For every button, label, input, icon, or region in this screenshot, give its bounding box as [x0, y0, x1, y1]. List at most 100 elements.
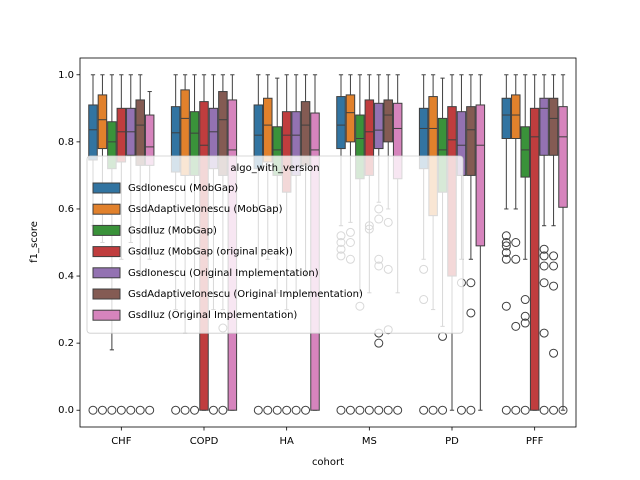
legend-label: GsdIluz (Original Implementation) — [128, 310, 297, 321]
outlier — [282, 405, 292, 415]
box — [475, 104, 486, 247]
outlier — [539, 328, 549, 338]
outlier — [253, 405, 263, 415]
outlier — [501, 254, 511, 264]
y-tick-label: 0.6 — [58, 204, 74, 215]
outlier — [345, 405, 355, 415]
outlier — [549, 251, 559, 261]
outlier — [501, 248, 511, 258]
x-tick-label: PFF — [526, 436, 544, 447]
outlier — [501, 238, 511, 247]
box — [97, 94, 108, 150]
box — [558, 106, 568, 208]
outlier — [97, 405, 107, 415]
outlier — [393, 405, 403, 415]
outlier — [520, 311, 530, 321]
outlier — [520, 318, 530, 328]
box — [548, 97, 559, 156]
legend-swatch — [92, 288, 121, 300]
plot-frame — [79, 57, 577, 428]
legend-box — [86, 155, 464, 334]
box — [539, 97, 549, 156]
outlier — [511, 254, 521, 264]
outlier — [501, 231, 511, 241]
y-axis-label: f1_score — [29, 221, 40, 263]
legend-swatch — [92, 224, 121, 236]
outlier — [520, 405, 530, 415]
outlier — [428, 405, 438, 415]
box — [135, 99, 145, 166]
legend-swatch — [92, 309, 121, 321]
outlier — [520, 295, 530, 305]
outlier — [190, 405, 200, 415]
outlier — [539, 278, 549, 288]
outlier — [539, 244, 549, 254]
y-tick-label: 0.4 — [58, 271, 74, 282]
outlier — [116, 405, 126, 415]
box — [263, 97, 273, 163]
legend-swatch — [92, 267, 121, 279]
outlier — [291, 405, 301, 415]
legend-label: GsdIluz (MobGap (original peak)) — [128, 247, 293, 258]
legend-swatch — [92, 203, 121, 215]
outlier — [539, 405, 549, 415]
box — [511, 94, 521, 140]
x-tick-label: PD — [445, 436, 459, 447]
outlier — [558, 405, 568, 415]
outlier — [107, 405, 117, 415]
outlier — [511, 405, 521, 415]
outlier — [218, 405, 228, 415]
outlier — [301, 405, 311, 415]
legend-label: GsdAdaptiveIonescu (Original Implementat… — [128, 289, 363, 300]
outlier — [383, 405, 393, 415]
box — [345, 94, 356, 143]
outlier — [272, 405, 282, 415]
outlier — [171, 405, 181, 415]
outlier — [336, 405, 346, 415]
legend-label: GsdIonescu (Original Implementation) — [128, 268, 319, 279]
x-tick-label: MS — [362, 436, 377, 447]
outlier — [466, 405, 476, 415]
box — [501, 97, 512, 140]
outlier — [126, 405, 136, 415]
outlier — [501, 241, 511, 251]
box — [466, 106, 476, 176]
box — [374, 102, 384, 150]
box — [529, 107, 540, 411]
x-axis-label: cohort — [312, 457, 344, 468]
outlier — [208, 405, 218, 415]
box — [520, 126, 530, 178]
outlier — [549, 348, 559, 358]
y-tick-label: 0.8 — [58, 137, 74, 148]
y-tick-label: 0.2 — [58, 338, 74, 349]
legend-label: GsdIluz (MobGap) — [128, 225, 217, 236]
outlier — [456, 405, 466, 415]
x-tick-label: COPD — [190, 436, 219, 447]
outlier — [466, 278, 476, 288]
outlier — [374, 405, 384, 415]
outlier — [539, 251, 549, 261]
x-tick-label: HA — [279, 436, 294, 447]
outlier — [549, 261, 559, 271]
outlier — [501, 405, 511, 415]
outlier — [135, 405, 145, 415]
outlier — [355, 405, 365, 415]
outlier — [501, 301, 511, 311]
outlier — [364, 405, 374, 415]
outlier — [145, 405, 155, 415]
outlier — [419, 405, 429, 415]
outlier — [374, 338, 384, 348]
legend-title: algo_with_version — [230, 163, 319, 174]
y-tick-label: 0.0 — [58, 405, 74, 416]
box — [88, 104, 98, 161]
outlier — [549, 281, 559, 291]
y-tick-label: 1.0 — [58, 70, 74, 81]
legend-label: GsdAdaptiveIonescu (MobGap) — [128, 204, 283, 215]
box — [116, 107, 127, 163]
outlier — [511, 238, 521, 247]
x-tick-label: CHF — [111, 436, 132, 447]
outlier — [511, 321, 521, 331]
legend-swatch — [92, 246, 121, 258]
box — [383, 99, 393, 143]
